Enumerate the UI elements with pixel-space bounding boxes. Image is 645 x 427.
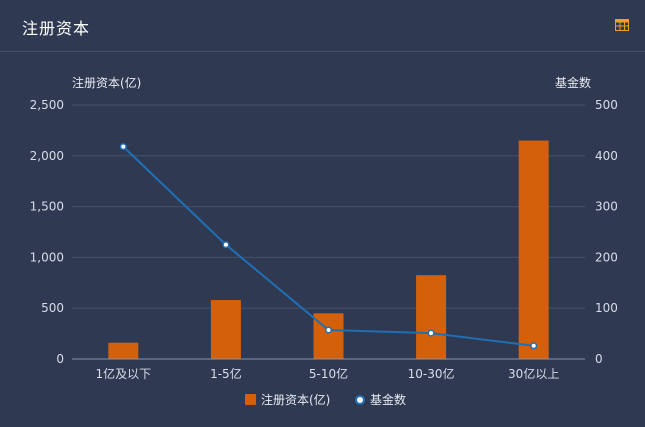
- y-left-tick-label: 2,000: [30, 149, 64, 163]
- y-right-tick-label: 300: [595, 200, 618, 214]
- panel-title: 注册资本: [22, 19, 91, 38]
- y-left-tick-label: 2,500: [30, 98, 64, 112]
- bar-series: [108, 140, 549, 359]
- legend-line-swatch[interactable]: [355, 395, 365, 405]
- bar[interactable]: [416, 275, 447, 359]
- x-tick-label: 5-10亿: [309, 366, 348, 381]
- table-icon[interactable]: [615, 19, 629, 31]
- line-point[interactable]: [427, 329, 435, 337]
- y-right-tick-label: 100: [595, 301, 618, 315]
- y-left-tick-label: 500: [41, 301, 64, 315]
- bar[interactable]: [108, 342, 139, 359]
- legend-bar-swatch[interactable]: [245, 394, 256, 405]
- axes: 0 500 1,000 1,500 2,000 2,500 0 100 200 300 400 500…: [30, 75, 618, 381]
- y-right-tick-label: 0: [595, 352, 603, 366]
- y-left-axis-label: 注册资本(亿): [72, 75, 141, 90]
- legend-bar-label[interactable]: 注册资本(亿): [261, 392, 330, 407]
- legend[interactable]: 注册资本(亿) 基金数: [245, 392, 406, 407]
- legend-line-label[interactable]: 基金数: [370, 392, 406, 407]
- y-left-tick-label: 1,000: [30, 250, 64, 264]
- x-tick-label: 10-30亿: [408, 366, 455, 381]
- bar[interactable]: [210, 300, 241, 359]
- y-right-axis-label: 基金数: [555, 75, 591, 90]
- x-tick-label: 1-5亿: [210, 366, 242, 381]
- line-series: [119, 143, 538, 350]
- line-point[interactable]: [530, 342, 538, 350]
- y-right-tick-label: 400: [595, 149, 618, 163]
- line-point[interactable]: [119, 143, 127, 151]
- x-tick-label: 1亿及以下: [95, 366, 151, 381]
- y-left-tick-label: 0: [56, 352, 64, 366]
- y-right-tick-label: 200: [595, 250, 618, 264]
- x-tick-label: 30亿以上: [508, 366, 559, 381]
- line-point[interactable]: [324, 326, 333, 334]
- y-left-tick-label: 1,500: [30, 200, 64, 214]
- line-point[interactable]: [222, 241, 230, 249]
- panel-header: 注册资本: [0, 0, 645, 52]
- bar[interactable]: [518, 140, 549, 359]
- grid-lines: [72, 104, 585, 309]
- y-right-tick-label: 500: [595, 98, 618, 112]
- combo-chart: 0 500 1,000 1,500 2,000 2,500 0 100 200 300 400 500…: [30, 75, 618, 407]
